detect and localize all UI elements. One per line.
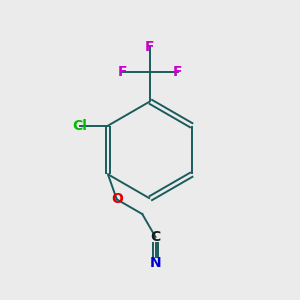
Text: F: F [145,40,155,54]
Text: C: C [150,230,161,244]
Text: F: F [118,65,127,79]
Text: F: F [173,65,182,79]
Text: Cl: Cl [73,119,87,133]
Text: N: N [150,256,161,271]
Text: O: O [111,192,123,206]
